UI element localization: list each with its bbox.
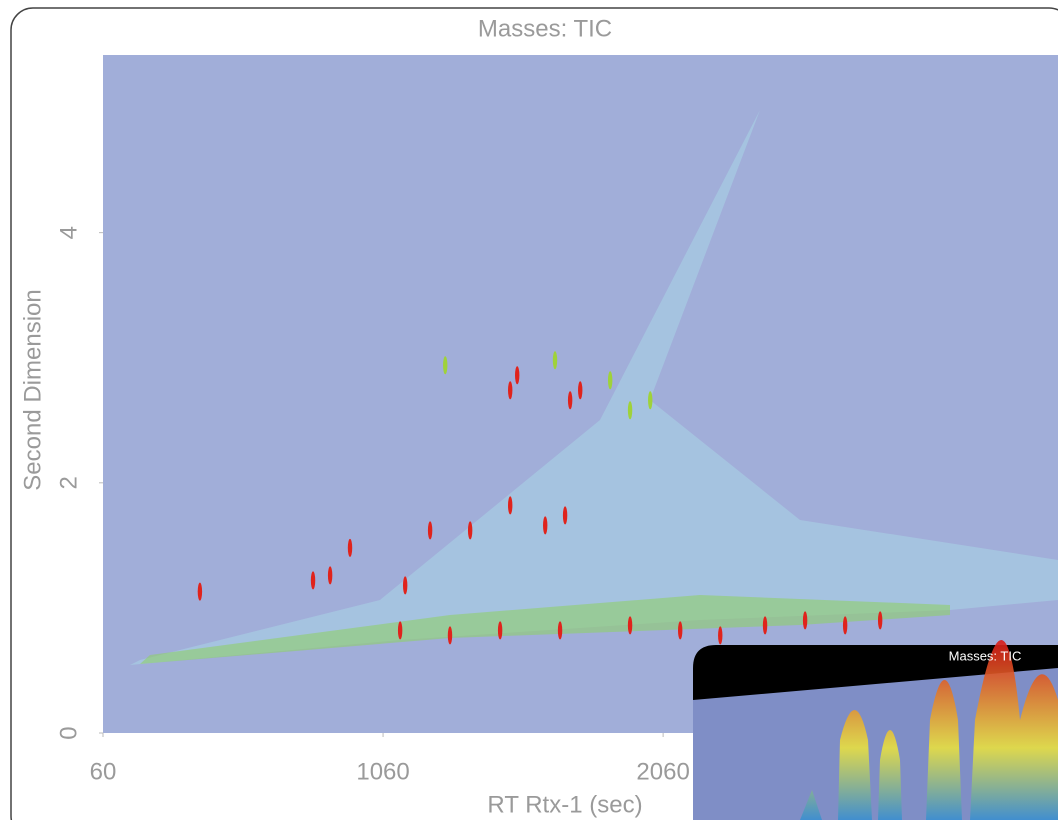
inset-plane — [693, 668, 1058, 820]
peak — [402, 576, 408, 595]
peak — [327, 566, 333, 585]
peak — [877, 611, 883, 630]
peak — [497, 621, 503, 640]
peak — [508, 381, 513, 400]
peak — [627, 401, 633, 420]
peak — [443, 356, 448, 375]
peak — [567, 391, 573, 410]
peak — [648, 391, 653, 410]
peak — [802, 611, 808, 630]
peak — [557, 621, 563, 640]
peak — [762, 616, 768, 635]
peak — [347, 538, 353, 557]
peak — [427, 521, 433, 540]
signal-core — [140, 595, 950, 664]
peak — [562, 506, 568, 525]
peak — [718, 626, 723, 645]
peak — [397, 621, 403, 640]
y-tick-label: 0 — [55, 726, 82, 739]
y-axis-label: Second Dimension — [19, 289, 46, 490]
x-axis-label: RT Rtx-1 (sec) — [487, 791, 642, 818]
peak — [447, 626, 453, 645]
x-tick-label: 60 — [90, 758, 117, 785]
inset: Masses: TIC — [693, 640, 1058, 820]
x-tick-label: 1060 — [356, 758, 409, 785]
signal-band — [130, 110, 1058, 665]
inset-title: Masses: TIC — [949, 648, 1022, 663]
x-tick-label: 2060 — [636, 758, 689, 785]
peak — [842, 616, 848, 635]
peak — [197, 582, 203, 601]
peak — [467, 521, 473, 540]
y-tick-label: 2 — [55, 476, 82, 489]
peak — [508, 496, 513, 515]
peak — [607, 371, 613, 390]
peak — [310, 571, 316, 590]
peak — [552, 351, 558, 370]
peak — [515, 366, 520, 385]
peak — [543, 516, 548, 535]
chart-title: Masses: TIC — [478, 15, 612, 42]
peak — [578, 381, 583, 400]
inset-peaks — [800, 640, 1058, 820]
peak — [627, 616, 633, 635]
y-tick-label: 4 — [55, 226, 82, 239]
peak — [678, 621, 683, 640]
